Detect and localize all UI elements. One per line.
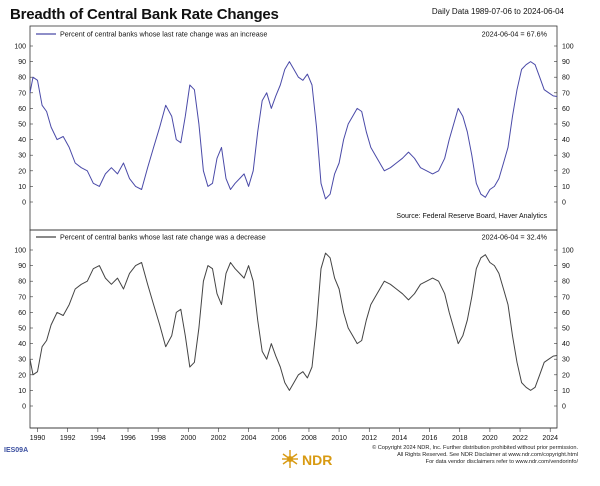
x-tick-label: 2006 xyxy=(271,435,287,442)
x-tick-label: 1996 xyxy=(120,435,136,442)
x-tick-label: 2000 xyxy=(181,435,197,442)
y-tick-label-right: 10 xyxy=(562,184,570,191)
y-tick-label-left: 90 xyxy=(18,59,26,66)
x-tick-label: 2024 xyxy=(542,435,558,442)
y-tick-label-left: 90 xyxy=(18,263,26,270)
y-tick-label-left: 0 xyxy=(22,404,26,411)
x-tick-label: 1992 xyxy=(60,435,76,442)
y-tick-label-right: 40 xyxy=(562,137,570,144)
y-tick-label-right: 20 xyxy=(562,168,570,175)
x-tick-label: 2002 xyxy=(211,435,227,442)
bottom-legend-label: Percent of central banks whose last rate… xyxy=(60,233,266,242)
x-tick-label: 2014 xyxy=(392,435,408,442)
y-tick-label-left: 80 xyxy=(18,75,26,82)
chart-code: IES09A xyxy=(4,447,29,454)
x-tick-label: 2018 xyxy=(452,435,468,442)
y-tick-label-right: 80 xyxy=(562,75,570,82)
date-range: Daily Data 1989-07-06 to 2024-06-04 xyxy=(431,7,564,16)
y-tick-label-right: 60 xyxy=(562,106,570,113)
y-tick-label-left: 20 xyxy=(18,372,26,379)
x-tick-label: 2012 xyxy=(361,435,377,442)
y-tick-label-right: 90 xyxy=(562,263,570,270)
y-tick-label-left: 100 xyxy=(14,248,26,255)
x-tick-label: 2022 xyxy=(512,435,528,442)
y-tick-label-right: 80 xyxy=(562,279,570,286)
y-tick-label-left: 70 xyxy=(18,90,26,97)
y-tick-label-left: 20 xyxy=(18,168,26,175)
x-tick-label: 2004 xyxy=(241,435,257,442)
top-legend-label: Percent of central banks whose last rate… xyxy=(60,30,267,39)
ndr-logo: NDR xyxy=(280,446,344,474)
y-tick-label-right: 40 xyxy=(562,341,570,348)
y-tick-label-right: 60 xyxy=(562,310,570,317)
y-tick-label-left: 0 xyxy=(22,200,26,207)
copyright-notice: © Copyright 2024 NDR, Inc. Further distr… xyxy=(338,445,578,466)
y-tick-label-left: 40 xyxy=(18,137,26,144)
x-tick-label: 2020 xyxy=(482,435,498,442)
y-tick-label-left: 50 xyxy=(18,122,26,129)
top-source-label: Source: Federal Reserve Board, Haver Ana… xyxy=(396,213,547,220)
top-panel-frame xyxy=(29,25,558,231)
y-tick-label-right: 0 xyxy=(562,200,566,207)
y-tick-label-right: 50 xyxy=(562,122,570,129)
y-tick-label-right: 20 xyxy=(562,372,570,379)
y-tick-label-right: 90 xyxy=(562,59,570,66)
y-tick-label-right: 30 xyxy=(562,357,570,364)
bottom-latest-label: 2024-06-04 = 32.4% xyxy=(482,233,548,242)
x-tick-label: 1990 xyxy=(30,435,46,442)
y-tick-label-right: 50 xyxy=(562,326,570,333)
ndr-logo-text: NDR xyxy=(302,452,333,468)
y-tick-label-left: 70 xyxy=(18,294,26,301)
x-tick-label: 2008 xyxy=(301,435,317,442)
y-tick-label-left: 50 xyxy=(18,326,26,333)
y-tick-label-right: 70 xyxy=(562,294,570,301)
y-tick-label-right: 0 xyxy=(562,404,566,411)
y-tick-label-left: 30 xyxy=(18,357,26,364)
ndr-logo-icon xyxy=(282,450,298,468)
increase-series-line xyxy=(29,61,558,200)
x-tick-label: 1994 xyxy=(90,435,106,442)
copyright-line: For data vendor disclaimers refer to www… xyxy=(425,459,578,465)
y-tick-label-left: 60 xyxy=(18,106,26,113)
y-tick-label-left: 100 xyxy=(14,44,26,51)
y-tick-label-right: 100 xyxy=(562,248,574,255)
y-tick-label-left: 10 xyxy=(18,388,26,395)
copyright-line: © Copyright 2024 NDR, Inc. Further distr… xyxy=(372,445,578,451)
x-tick-label: 2010 xyxy=(331,435,347,442)
y-tick-label-right: 10 xyxy=(562,388,570,395)
y-tick-label-left: 60 xyxy=(18,310,26,317)
y-tick-label-right: 30 xyxy=(562,153,570,160)
y-tick-label-left: 40 xyxy=(18,341,26,348)
top-latest-label: 2024-06-04 = 67.6% xyxy=(482,30,548,39)
y-tick-label-left: 10 xyxy=(18,184,26,191)
bottom-panel-frame xyxy=(29,229,558,429)
copyright-line: All Rights Reserved. See NDR Disclaimer … xyxy=(397,452,578,458)
decrease-series-line xyxy=(29,252,558,391)
chart-title: Breadth of Central Bank Rate Changes xyxy=(10,6,279,23)
x-tick-label: 2016 xyxy=(422,435,438,442)
x-tick-label: 1998 xyxy=(150,435,166,442)
y-tick-label-left: 80 xyxy=(18,279,26,286)
y-tick-label-left: 30 xyxy=(18,153,26,160)
y-tick-label-right: 70 xyxy=(562,90,570,97)
y-tick-label-right: 100 xyxy=(562,44,574,51)
